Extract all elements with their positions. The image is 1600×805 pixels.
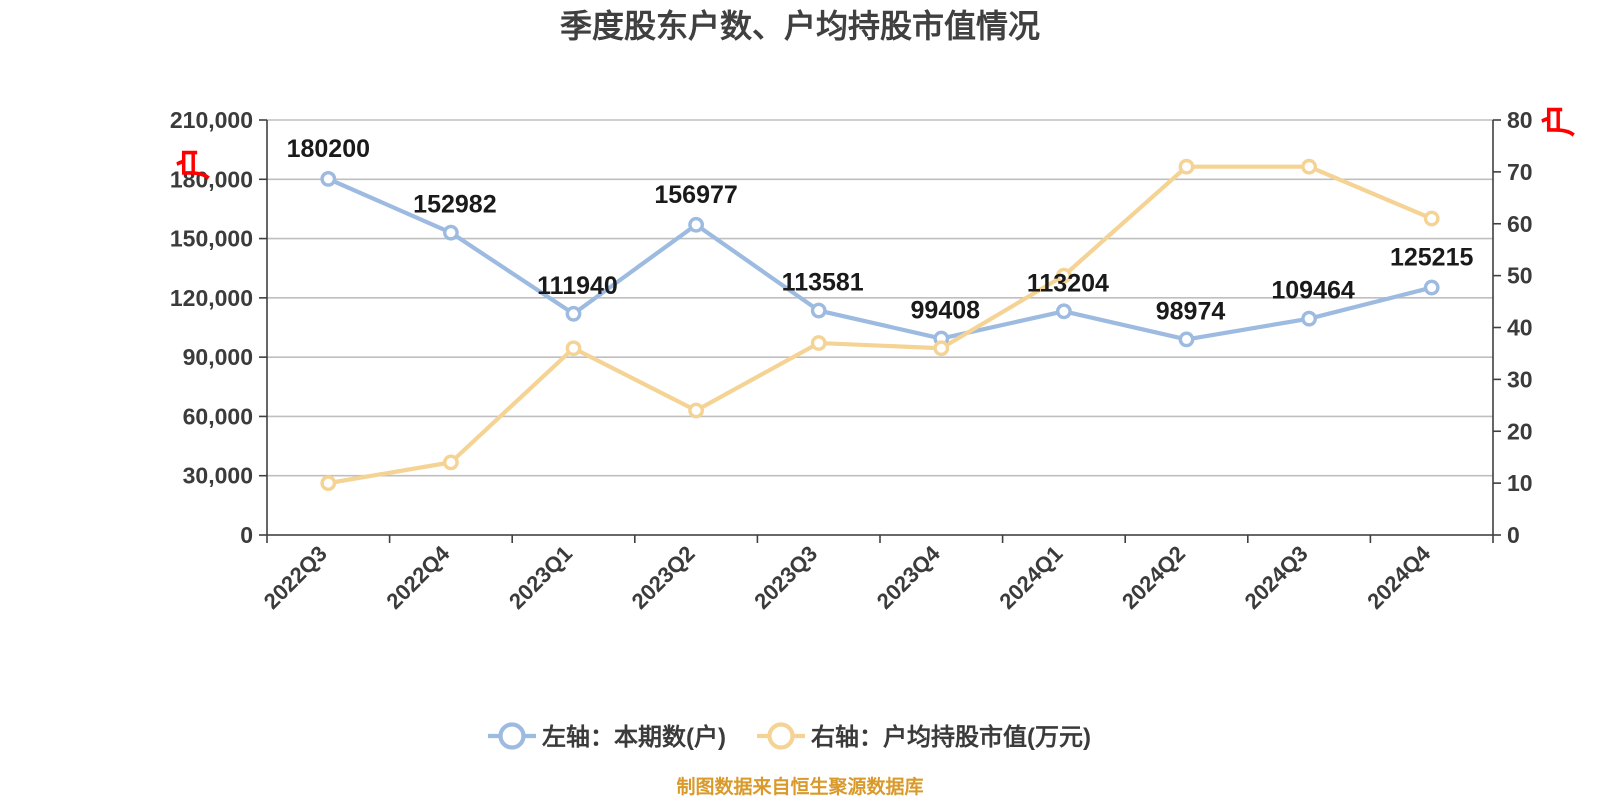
- svg-text:156977: 156977: [654, 181, 737, 209]
- svg-text:季度股东户数、户均持股市值情况: 季度股东户数、户均持股市值情况: [560, 8, 1040, 44]
- svg-text:10: 10: [1507, 470, 1533, 496]
- svg-text:109464: 109464: [1271, 277, 1355, 305]
- svg-text:2023Q1: 2023Q1: [504, 541, 577, 614]
- svg-text:60: 60: [1507, 211, 1533, 237]
- svg-text:2024Q3: 2024Q3: [1240, 541, 1313, 614]
- svg-text:户: 户: [176, 146, 214, 180]
- svg-text:2024Q4: 2024Q4: [1362, 540, 1436, 614]
- svg-text:2024Q1: 2024Q1: [994, 541, 1067, 614]
- svg-text:152982: 152982: [413, 191, 496, 219]
- svg-text:30: 30: [1507, 366, 1533, 392]
- svg-text:210,000: 210,000: [170, 107, 253, 133]
- svg-text:2022Q4: 2022Q4: [381, 540, 455, 614]
- svg-text:98974: 98974: [1156, 297, 1226, 325]
- svg-text:150,000: 150,000: [170, 226, 253, 252]
- svg-text:113204: 113204: [1027, 269, 1109, 297]
- svg-text:125215: 125215: [1390, 244, 1474, 272]
- svg-text:120,000: 120,000: [170, 285, 253, 311]
- svg-text:180200: 180200: [287, 135, 370, 163]
- svg-text:60,000: 60,000: [183, 403, 253, 429]
- svg-text:2023Q2: 2023Q2: [627, 541, 700, 614]
- svg-text:20: 20: [1507, 418, 1533, 444]
- svg-text:2022Q3: 2022Q3: [259, 541, 332, 614]
- svg-text:30,000: 30,000: [183, 463, 253, 489]
- svg-text:左轴：本期数(户): 左轴：本期数(户): [542, 723, 726, 751]
- svg-text:制图数据来自恒生聚源数据库: 制图数据来自恒生聚源数据库: [676, 775, 923, 798]
- svg-text:50: 50: [1507, 263, 1533, 289]
- svg-text:40: 40: [1507, 315, 1533, 341]
- svg-text:90,000: 90,000: [183, 344, 253, 370]
- svg-text:113581: 113581: [782, 269, 864, 297]
- svg-text:2023Q4: 2023Q4: [872, 540, 946, 614]
- svg-text:0: 0: [1507, 522, 1520, 548]
- svg-text:右轴：户均持股市值(万元): 右轴：户均持股市值(万元): [811, 723, 1091, 751]
- svg-text:111940: 111940: [537, 272, 618, 300]
- svg-text:户: 户: [1541, 103, 1579, 137]
- svg-text:80: 80: [1507, 107, 1533, 133]
- svg-text:0: 0: [240, 522, 253, 548]
- svg-text:2023Q3: 2023Q3: [749, 541, 822, 614]
- svg-text:2024Q2: 2024Q2: [1117, 541, 1190, 614]
- svg-text:70: 70: [1507, 159, 1533, 185]
- svg-text:99408: 99408: [911, 297, 981, 325]
